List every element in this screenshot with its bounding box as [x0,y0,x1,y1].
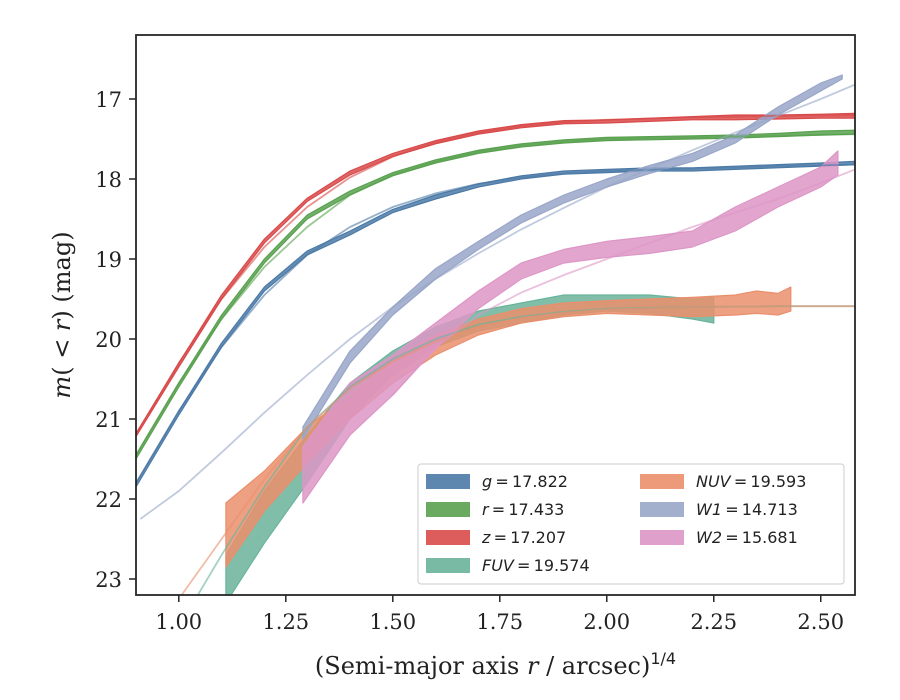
x-axis-title: (Semi-major axis r / arcsec)1/4 [315,649,676,680]
plot-frame [135,34,856,596]
y-axis-title: m( < r) (mag) [48,231,76,398]
legend-label-nuv: NUV = 19.593 [696,472,806,491]
legend-label-w2: W2 = 15.681 [696,528,798,547]
legend-swatch-g [426,474,470,489]
x-tick-label: 2.50 [797,610,844,634]
series-bands [136,74,855,595]
y-tick-label: 20 [95,328,122,352]
model-curve-w2 [392,168,855,396]
x-tick-label: 1.25 [262,610,309,634]
legend-label-g: g = 17.822 [482,472,568,491]
y-tick-label: 19 [95,248,122,272]
x-tick-label: 1.50 [369,610,416,634]
legend-label-z: z = 17.207 [481,528,566,547]
series-model-curves [136,83,855,595]
band-w1 [302,74,843,440]
x-tick-label: 2.25 [690,610,737,634]
y-tick-label: 18 [95,168,122,192]
x-tick-label: 1.00 [155,610,202,634]
legend-swatch-z [426,530,470,545]
model-curve-r [136,133,855,456]
band-z [136,112,855,438]
model-curve-z [136,114,855,436]
y-tick-label: 23 [95,568,122,592]
axes: 1.00 1.25 1.50 1.75 2.00 2.25 2.50 17 18 19 20 21 22… [48,34,856,680]
model-curve-w1 [139,83,855,520]
legend-swatch-fuv [426,558,470,573]
legend-swatch-w2 [640,530,684,545]
model-curve-g [136,163,855,484]
legend: g = 17.822 r = 17.433 z = 17.207 FUV = 19.5… [417,463,845,585]
y-tick-label: 22 [95,488,122,512]
legend-box [417,463,845,585]
band-w2 [302,150,839,504]
band-g [136,160,855,488]
x-tick-label: 1.75 [476,610,523,634]
legend-label-w1: W1 = 14.713 [696,500,798,519]
legend-label-fuv: FUV = 19.574 [482,556,590,575]
x-tick-label: 2.00 [583,610,630,634]
legend-swatch-nuv [640,474,684,489]
legend-label-r: r = 17.433 [482,500,564,519]
legend-swatch-w1 [640,502,684,517]
y-tick-label: 17 [95,88,122,112]
y-tick-label: 21 [95,408,122,432]
model-curve-nuv [180,305,855,595]
legend-swatch-r [426,502,470,517]
